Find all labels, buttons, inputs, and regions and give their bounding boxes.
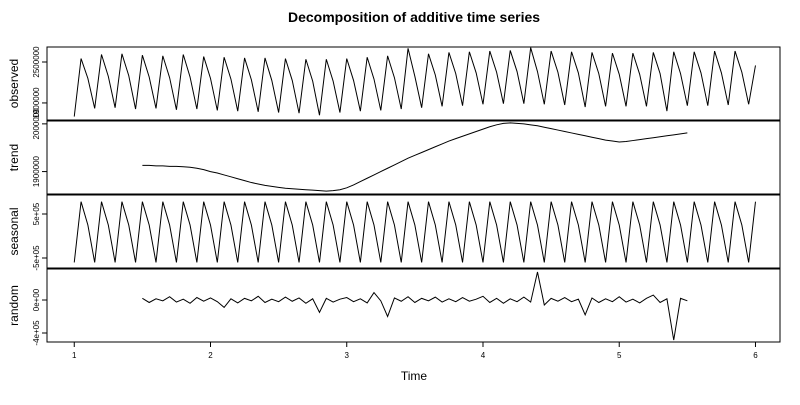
panel-frame <box>46 46 781 121</box>
series-line <box>73 47 756 117</box>
y-axis-label: observed <box>7 59 21 108</box>
y-axis-label: seasonal <box>7 207 21 255</box>
y-tick-label: 2500000 <box>32 46 41 78</box>
x-tick-label: 5 <box>617 351 622 360</box>
x-tick-label: 6 <box>753 351 758 360</box>
y-tick-label: -5e+05 <box>32 245 41 271</box>
y-axis-label: random <box>7 285 21 326</box>
y-tick-label: 1900000 <box>32 155 41 187</box>
x-tick-label: 2 <box>208 351 213 360</box>
x-axis-label: Time <box>401 369 428 383</box>
y-tick-label: 2000000 <box>32 108 41 140</box>
series-line <box>142 122 688 192</box>
panel-frame <box>46 268 781 343</box>
panel-frame <box>46 194 781 269</box>
y-tick-label: -4e+05 <box>32 320 41 346</box>
y-tick-label: 1900000 <box>32 87 41 119</box>
series-line <box>73 201 756 263</box>
x-tick-label: 3 <box>345 351 350 360</box>
x-tick-label: 1 <box>72 351 77 360</box>
y-tick-label: 0e+00 <box>32 288 41 311</box>
chart-title: Decomposition of additive time series <box>288 9 540 25</box>
x-tick-label: 4 <box>481 351 486 360</box>
y-tick-label: 5e+05 <box>32 202 41 225</box>
series-line <box>142 271 688 341</box>
y-axis-label: trend <box>7 144 21 171</box>
panel-frame <box>46 120 781 195</box>
